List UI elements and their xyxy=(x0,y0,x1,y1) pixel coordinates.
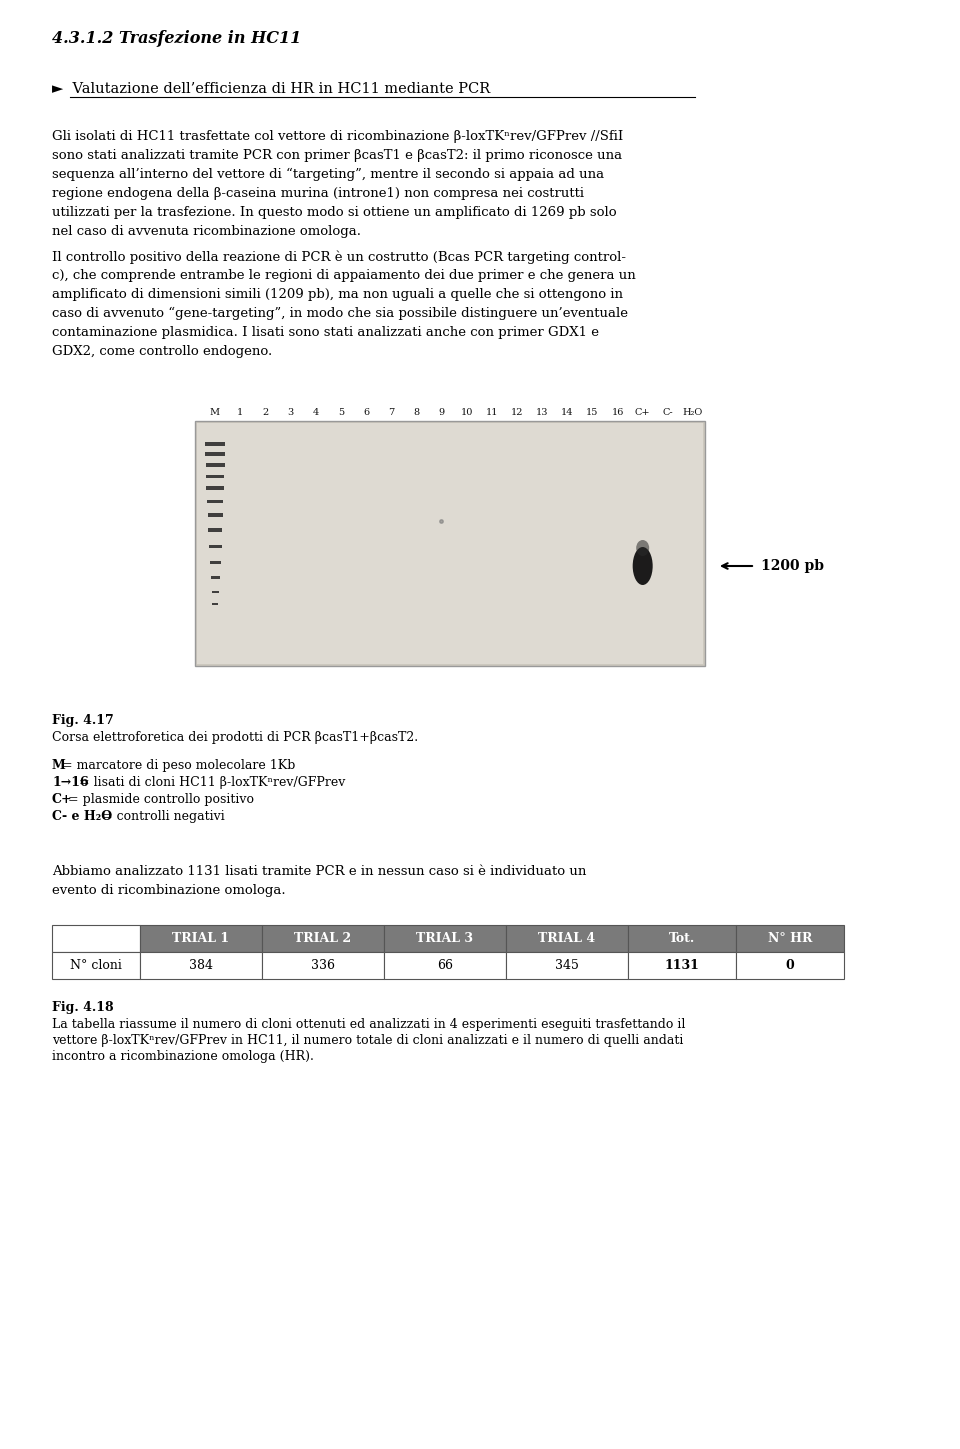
Ellipse shape xyxy=(636,540,649,556)
Text: Gli isolati di HC11 trasfettate col vettore di ricombinazione β-loxTKⁿrev/GFPrev: Gli isolati di HC11 trasfettate col vett… xyxy=(52,130,623,143)
Bar xyxy=(205,442,225,446)
Bar xyxy=(208,545,222,548)
Text: M: M xyxy=(210,409,220,417)
Bar xyxy=(628,924,736,952)
Bar xyxy=(212,603,218,606)
Text: 13: 13 xyxy=(536,409,548,417)
Text: C- e H₂O: C- e H₂O xyxy=(52,810,112,823)
Bar xyxy=(384,952,506,980)
Text: ►  Valutazione dell’efficienza di HR in HC11 mediante PCR: ► Valutazione dell’efficienza di HR in H… xyxy=(52,83,491,96)
Text: Il controllo positivo della reazione di PCR è un costrutto (Bcas PCR targeting c: Il controllo positivo della reazione di … xyxy=(52,251,626,264)
Text: C+: C+ xyxy=(52,793,73,806)
Text: = controlli negativi: = controlli negativi xyxy=(99,810,226,823)
Text: TRIAL 4: TRIAL 4 xyxy=(539,932,595,945)
Text: 14: 14 xyxy=(561,409,573,417)
Text: sequenza all’interno del vettore di “targeting”, mentre il secondo si appaia ad : sequenza all’interno del vettore di “tar… xyxy=(52,168,604,181)
Text: TRIAL 2: TRIAL 2 xyxy=(295,932,351,945)
Text: evento di ricombinazione omologa.: evento di ricombinazione omologa. xyxy=(52,884,286,897)
Text: 9: 9 xyxy=(439,409,444,417)
Text: 16: 16 xyxy=(612,409,624,417)
Text: 8: 8 xyxy=(413,409,420,417)
Bar xyxy=(205,452,225,456)
Bar xyxy=(140,924,262,952)
Bar xyxy=(736,952,844,980)
Text: Fig. 4.17: Fig. 4.17 xyxy=(52,714,113,727)
Text: regione endogena della β-caseina murina (introne1) non compresa nei costrutti: regione endogena della β-caseina murina … xyxy=(52,187,584,200)
Bar xyxy=(140,952,262,980)
Text: 15: 15 xyxy=(587,409,598,417)
Bar xyxy=(206,485,224,490)
Text: nel caso di avvenuta ricombinazione omologa.: nel caso di avvenuta ricombinazione omol… xyxy=(52,225,361,238)
Bar xyxy=(207,513,223,517)
Bar xyxy=(207,500,223,503)
Text: = plasmide controllo positivo: = plasmide controllo positivo xyxy=(63,793,253,806)
Bar xyxy=(211,591,219,593)
Text: 3: 3 xyxy=(287,409,294,417)
Text: Abbiamo analizzato 1131 lisati tramite PCR e in nessun caso si è individuato un: Abbiamo analizzato 1131 lisati tramite P… xyxy=(52,865,587,878)
Text: C+: C+ xyxy=(635,409,651,417)
Text: Fig. 4.18: Fig. 4.18 xyxy=(52,1001,113,1014)
Text: 4: 4 xyxy=(313,409,319,417)
Text: 12: 12 xyxy=(511,409,523,417)
Text: 1200 pb: 1200 pb xyxy=(761,559,824,572)
Text: 384: 384 xyxy=(189,959,213,972)
Bar xyxy=(384,924,506,952)
Text: = marcatore di peso molecolare 1Kb: = marcatore di peso molecolare 1Kb xyxy=(58,759,295,772)
Text: 7: 7 xyxy=(388,409,395,417)
Text: 0: 0 xyxy=(785,959,794,972)
Text: 4.3.1.2 Trasfezione in HC11: 4.3.1.2 Trasfezione in HC11 xyxy=(52,30,301,46)
Text: La tabella riassume il numero di cloni ottenuti ed analizzati in 4 esperimenti e: La tabella riassume il numero di cloni o… xyxy=(52,1019,685,1032)
Text: C-: C- xyxy=(662,409,673,417)
Text: 5: 5 xyxy=(338,409,344,417)
Text: amplificato di dimensioni simili (1209 pb), ma non uguali a quelle che si otteng: amplificato di dimensioni simili (1209 p… xyxy=(52,288,623,301)
Text: vettore β-loxTKⁿrev/GFPrev in HC11, il numero totale di cloni analizzati e il nu: vettore β-loxTKⁿrev/GFPrev in HC11, il n… xyxy=(52,1035,684,1048)
Bar xyxy=(506,952,628,980)
Text: H₂O: H₂O xyxy=(683,409,703,417)
Bar xyxy=(52,924,140,952)
Bar xyxy=(206,475,224,478)
Text: N° HR: N° HR xyxy=(768,932,812,945)
Text: 1→16: 1→16 xyxy=(52,777,88,790)
Text: caso di avvenuto “gene-targeting”, in modo che sia possibile distinguere un’even: caso di avvenuto “gene-targeting”, in mo… xyxy=(52,307,628,320)
Text: M: M xyxy=(52,759,65,772)
Text: 345: 345 xyxy=(555,959,579,972)
Bar xyxy=(628,952,736,980)
Bar xyxy=(262,952,384,980)
Text: 6: 6 xyxy=(363,409,369,417)
Bar xyxy=(195,422,705,667)
Bar xyxy=(210,577,220,580)
Text: contaminazione plasmidica. I lisati sono stati analizzati anche con primer GDX1 : contaminazione plasmidica. I lisati sono… xyxy=(52,326,599,339)
Text: TRIAL 3: TRIAL 3 xyxy=(417,932,473,945)
Text: 66: 66 xyxy=(437,959,453,972)
Text: 1: 1 xyxy=(237,409,243,417)
Text: incontro a ricombinazione omologa (HR).: incontro a ricombinazione omologa (HR). xyxy=(52,1051,314,1064)
Text: Tot.: Tot. xyxy=(669,932,695,945)
Bar xyxy=(736,924,844,952)
Bar xyxy=(262,924,384,952)
Text: N° cloni: N° cloni xyxy=(70,959,122,972)
Text: sono stati analizzati tramite PCR con primer βcasT1 e βcasT2: il primo riconosce: sono stati analizzati tramite PCR con pr… xyxy=(52,149,622,162)
Text: = lisati di cloni HC11 β-loxTKⁿrev/GFPrev: = lisati di cloni HC11 β-loxTKⁿrev/GFPre… xyxy=(75,777,346,790)
Ellipse shape xyxy=(633,548,653,585)
Text: 336: 336 xyxy=(311,959,335,972)
Text: 2: 2 xyxy=(262,409,269,417)
Text: 1131: 1131 xyxy=(664,959,700,972)
Text: c), che comprende entrambe le regioni di appaiamento dei due primer e che genera: c), che comprende entrambe le regioni di… xyxy=(52,270,636,283)
Text: GDX2, come controllo endogeno.: GDX2, come controllo endogeno. xyxy=(52,345,273,358)
Bar xyxy=(506,924,628,952)
Text: 11: 11 xyxy=(486,409,498,417)
Bar xyxy=(52,952,140,980)
Bar xyxy=(208,527,222,532)
Text: Corsa elettroforetica dei prodotti di PCR βcasT1+βcasT2.: Corsa elettroforetica dei prodotti di PC… xyxy=(52,730,419,743)
Bar xyxy=(205,464,225,467)
Bar xyxy=(209,561,221,564)
Text: TRIAL 1: TRIAL 1 xyxy=(173,932,229,945)
Text: 10: 10 xyxy=(461,409,472,417)
Bar xyxy=(197,423,703,664)
Text: utilizzati per la trasfezione. In questo modo si ottiene un amplificato di 1269 : utilizzati per la trasfezione. In questo… xyxy=(52,206,616,219)
